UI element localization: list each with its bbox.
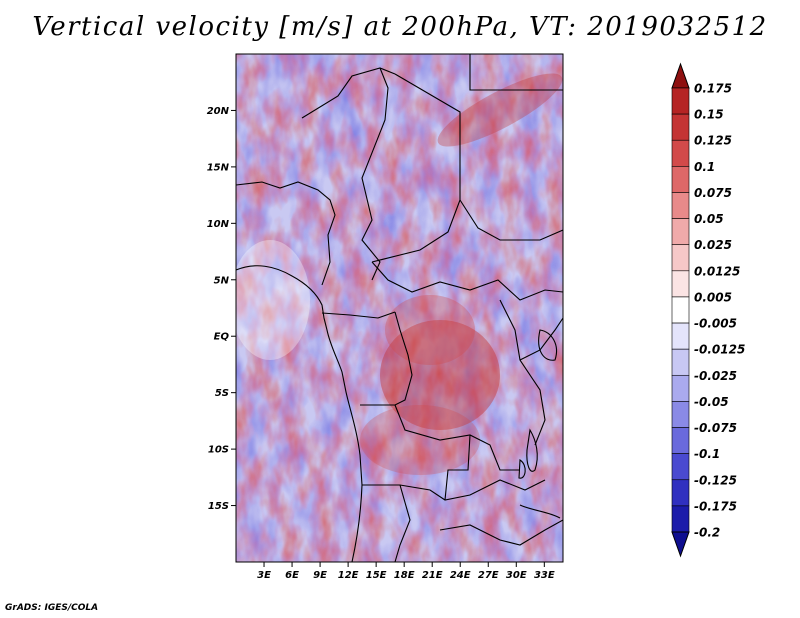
colorbar-label: -0.005 — [694, 317, 737, 331]
latitude-axis: 20N 15N 10N 5N EQ 5S 10S 15S — [207, 106, 236, 512]
ascent-band-northeast — [437, 73, 563, 147]
colorbar-top-cap — [671, 62, 690, 89]
ascent-region-north — [385, 295, 475, 365]
border-sahara-west — [301, 67, 396, 119]
border-sudan-south — [459, 199, 563, 241]
border-egypt-libya — [469, 54, 563, 91]
colorbar-swatch — [671, 270, 690, 298]
footer-credit: GrADS: IGES/COLA — [5, 603, 99, 613]
colorbar-label: 0.175 — [694, 82, 732, 96]
lon-tick-label: 21E — [422, 570, 443, 581]
colorbar-swatch — [671, 296, 690, 324]
colorbar: 0.175 0.15 0.125 0.1 0.075 0.05 0.025 0.0125 0.0… — [671, 62, 745, 558]
ascent-region-south — [360, 405, 480, 475]
border-angola-namibia-zambia — [362, 479, 546, 501]
colorbar-bottom-cap — [671, 531, 690, 558]
border-cameroon-gabon — [321, 311, 396, 319]
lat-tick-label: 10N — [207, 219, 230, 230]
colorbar-swatch — [671, 374, 690, 402]
lat-tick-label: 5S — [215, 388, 229, 399]
lon-tick-label: 9E — [313, 570, 327, 581]
colorbar-swatch — [671, 505, 690, 533]
lat-tick-label: 20N — [207, 106, 230, 117]
lon-tick-label: 6E — [285, 570, 299, 581]
lake-tanganyika — [526, 428, 538, 472]
colorbar-label: 0.125 — [694, 134, 732, 148]
border-chad-sudan — [371, 73, 461, 263]
lat-tick-label: EQ — [214, 332, 230, 343]
lon-tick-label: 33E — [534, 570, 555, 581]
zambezi-outline — [519, 504, 561, 519]
lon-tick-label: 15E — [366, 570, 387, 581]
colorbar-label: 0.005 — [694, 290, 732, 304]
chart-title: Vertical velocity [m/s] at 200hPa, VT: 2… — [32, 12, 768, 42]
border-niger-chad — [361, 67, 389, 281]
colorbar-swatch — [671, 244, 690, 272]
lat-tick-label: 5N — [214, 275, 230, 286]
lat-tick-label: 10S — [208, 445, 229, 456]
map-frame — [235, 53, 564, 563]
colorbar-label: -0.175 — [694, 499, 737, 513]
lat-tick-label: 15N — [207, 162, 230, 173]
border-south — [439, 519, 563, 546]
colorbar-label: -0.0125 — [694, 343, 745, 357]
colorbar-label: 0.15 — [694, 108, 724, 122]
colorbar-label: -0.125 — [694, 473, 737, 487]
lake-victoria — [538, 329, 558, 361]
colorbar-swatch — [671, 427, 690, 454]
colorbar-swatch — [671, 192, 690, 219]
colorbar-swatch — [671, 322, 690, 350]
colorbar-swatch — [671, 348, 690, 376]
colorbar-label: -0.2 — [694, 526, 720, 540]
colorbar-swatch — [671, 218, 690, 246]
colorbar-swatch — [671, 479, 690, 507]
gulf-of-guinea-weak — [236, 240, 310, 360]
lon-tick-label: 3E — [257, 570, 271, 581]
border-east-africa — [499, 299, 546, 446]
lon-tick-label: 18E — [394, 570, 415, 581]
colorbar-swatch — [671, 166, 690, 193]
colorbar-label: 0.05 — [694, 212, 724, 226]
lon-tick-label: 12E — [338, 570, 359, 581]
lon-tick-label: 27E — [478, 570, 499, 581]
map-plot-area — [236, 54, 563, 562]
border-west-africa — [236, 181, 336, 286]
colorbar-label: -0.05 — [694, 395, 729, 409]
lon-tick-label: 30E — [506, 570, 527, 581]
border-zambia — [444, 434, 471, 501]
colorbar-swatch — [671, 87, 690, 115]
colorbar-swatch — [671, 453, 690, 481]
colorbar-swatch — [671, 113, 690, 141]
border-car-south — [371, 261, 563, 301]
colorbar-label: -0.1 — [694, 447, 720, 461]
longitude-axis: 3E 6E 9E 12E 15E 18E 21E 24E 27E 30E 33E — [257, 562, 555, 581]
strong-ascent-region — [380, 320, 500, 430]
colorbar-label: -0.075 — [694, 421, 737, 435]
colorbar-label: 0.1 — [694, 160, 715, 174]
colorbar-label: -0.025 — [694, 369, 737, 383]
lake-mweru — [518, 459, 526, 479]
coastline-west — [236, 265, 363, 562]
colorbar-label: 0.025 — [694, 238, 732, 252]
colorbar-swatch — [671, 401, 690, 428]
border-uganda-kenya — [519, 317, 563, 361]
lat-tick-label: 15S — [208, 501, 229, 512]
velocity-field — [236, 54, 563, 562]
colorbar-label: 0.075 — [694, 186, 732, 200]
lon-tick-label: 24E — [450, 570, 471, 581]
coastlines-borders — [236, 54, 563, 562]
colorbar-label: 0.0125 — [694, 264, 740, 278]
colorbar-swatch — [671, 139, 690, 167]
border-namibia-botswana — [394, 484, 411, 562]
